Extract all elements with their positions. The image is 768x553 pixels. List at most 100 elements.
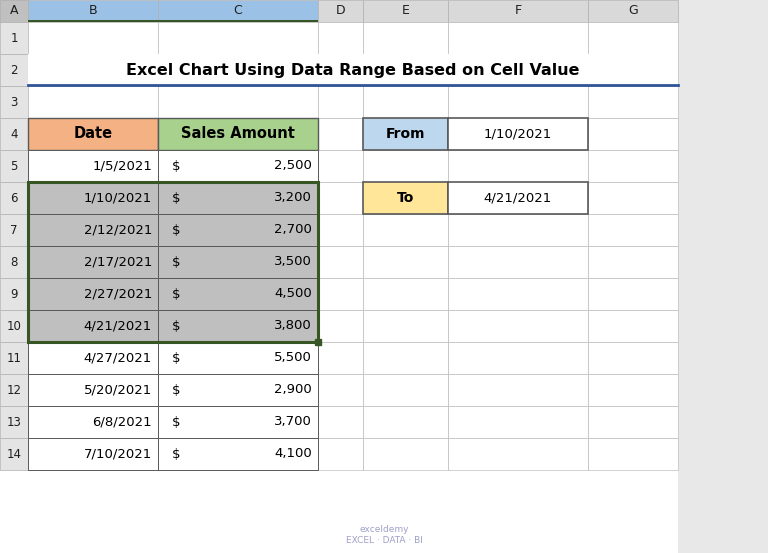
Bar (0, 150, 28, 182)
Text: $: $ (172, 320, 180, 332)
Text: 6: 6 (10, 191, 18, 205)
Bar (28, 150, 158, 182)
Text: F: F (515, 4, 521, 18)
Text: 2,900: 2,900 (274, 383, 312, 397)
Bar (28, 54, 158, 86)
Bar (448, 86, 588, 118)
Bar (448, 438, 588, 470)
Bar (318, 374, 363, 406)
Bar (588, 214, 678, 246)
Text: 6/8/2021: 6/8/2021 (92, 415, 152, 429)
Text: $: $ (172, 223, 180, 237)
Text: 1: 1 (10, 32, 18, 44)
Text: D: D (336, 4, 346, 18)
Bar (448, 342, 588, 374)
Bar (448, 118, 588, 150)
Bar (158, 54, 318, 86)
Bar (588, 86, 678, 118)
Text: $: $ (172, 352, 180, 364)
Bar (363, 182, 448, 214)
Bar (318, 342, 363, 374)
Bar (158, 310, 318, 342)
Bar (318, 150, 363, 182)
Bar (158, 182, 318, 214)
Text: 13: 13 (7, 415, 22, 429)
Bar (363, 406, 448, 438)
Bar (0, 246, 28, 278)
Bar (448, 54, 588, 86)
Text: 2/27/2021: 2/27/2021 (84, 288, 152, 300)
Bar (28, 278, 158, 310)
Bar (363, 150, 448, 182)
Bar (28, 0, 158, 22)
Bar (158, 278, 318, 310)
Text: 7: 7 (10, 223, 18, 237)
Bar (448, 214, 588, 246)
Bar (448, 278, 588, 310)
Text: 1/10/2021: 1/10/2021 (84, 191, 152, 205)
Text: 5: 5 (10, 159, 18, 173)
Text: A: A (10, 4, 18, 18)
Text: E: E (402, 4, 409, 18)
Bar (363, 22, 448, 54)
Bar (28, 438, 158, 470)
Bar (28, 182, 158, 214)
Bar (588, 0, 678, 22)
Bar (588, 150, 678, 182)
Text: $: $ (172, 383, 180, 397)
Bar (588, 342, 678, 374)
Text: Date: Date (74, 127, 113, 142)
Text: 4/27/2021: 4/27/2021 (84, 352, 152, 364)
Text: 2/17/2021: 2/17/2021 (84, 255, 152, 269)
Bar (28, 86, 158, 118)
Text: 11: 11 (6, 352, 22, 364)
Bar (363, 278, 448, 310)
Bar (448, 406, 588, 438)
Bar (0, 0, 28, 22)
Text: 4: 4 (10, 128, 18, 140)
Bar (158, 438, 318, 470)
Bar (158, 22, 318, 54)
Bar (0, 406, 28, 438)
Bar (448, 246, 588, 278)
Bar (448, 118, 588, 150)
Bar (318, 438, 363, 470)
Bar (158, 374, 318, 406)
Bar (588, 310, 678, 342)
Bar (315, 339, 321, 345)
Bar (363, 118, 448, 150)
Bar (28, 406, 158, 438)
Text: $: $ (172, 255, 180, 269)
Text: 8: 8 (10, 255, 18, 269)
Bar (28, 20, 318, 22)
Bar (0, 0, 678, 553)
Bar (448, 374, 588, 406)
Bar (318, 0, 363, 22)
Bar (158, 150, 318, 182)
Bar (0, 118, 28, 150)
Bar (158, 214, 318, 246)
Bar (588, 374, 678, 406)
Bar (28, 438, 158, 470)
Text: exceldemy
EXCEL · DATA · BI: exceldemy EXCEL · DATA · BI (346, 525, 422, 545)
Bar (363, 246, 448, 278)
Bar (28, 342, 158, 374)
Bar (158, 118, 318, 150)
Bar (158, 406, 318, 438)
Bar (318, 54, 363, 86)
Bar (0, 214, 28, 246)
Bar (28, 310, 158, 342)
Text: 1/10/2021: 1/10/2021 (484, 128, 552, 140)
Bar (318, 86, 363, 118)
Text: $: $ (172, 447, 180, 461)
Bar (158, 150, 318, 182)
Text: G: G (628, 4, 638, 18)
Bar (28, 246, 158, 278)
Text: $: $ (172, 415, 180, 429)
Bar (318, 214, 363, 246)
Bar (318, 22, 363, 54)
Text: B: B (88, 4, 98, 18)
Text: 5,500: 5,500 (274, 352, 312, 364)
Bar (158, 342, 318, 374)
Bar (318, 406, 363, 438)
